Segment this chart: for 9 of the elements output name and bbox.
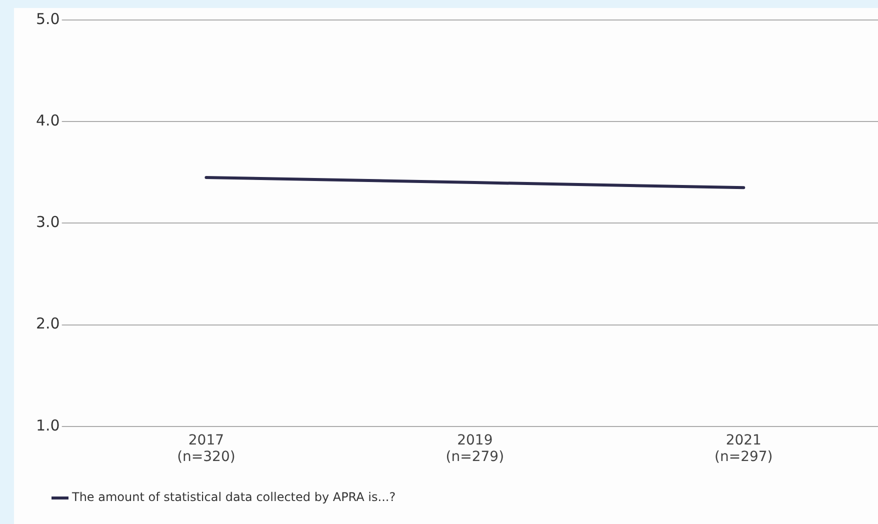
y-tick-label: 3.0	[36, 213, 60, 232]
x-tick-label: 2021 (n=297)	[714, 432, 773, 466]
y-tick-label: 2.0	[36, 314, 60, 333]
y-tick-label: 5.0	[36, 10, 60, 28]
x-tick-label: 2019 (n=279)	[446, 432, 504, 466]
legend-label: The amount of statistical data collected by APRA is...?	[71, 490, 396, 504]
x-tick-label: 2017 (n=320)	[177, 432, 236, 466]
y-tick-label: 1.0	[36, 416, 60, 434]
y-tick-label: 4.0	[36, 111, 60, 130]
